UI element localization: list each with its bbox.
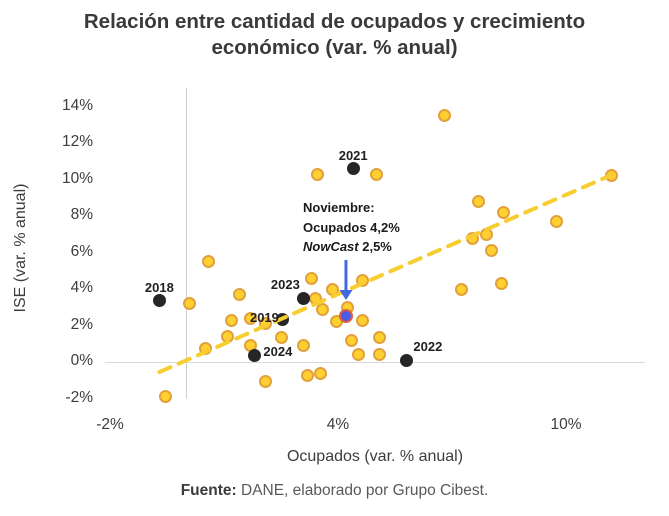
year-point-2021	[346, 162, 360, 176]
data-point	[304, 271, 318, 285]
data-point	[373, 330, 387, 344]
year-label-2019: 2019	[249, 310, 279, 326]
zero-x-gridline	[185, 88, 187, 399]
annotation-line-3: NowCast 2,5%	[303, 239, 392, 254]
y-tick-label: 6%	[70, 242, 93, 260]
data-point	[297, 339, 311, 353]
data-point	[437, 109, 451, 123]
year-label-2024: 2024	[263, 343, 293, 359]
data-point	[221, 329, 235, 343]
data-point	[352, 348, 366, 362]
data-point	[356, 274, 370, 288]
data-point	[466, 232, 480, 246]
chart-title: Relación entre cantidad de ocupados y cr…	[83, 10, 586, 59]
y-tick-label: 0%	[70, 352, 93, 369]
zero-y-axis-line	[105, 361, 645, 363]
data-point	[259, 374, 273, 388]
data-point	[314, 367, 328, 381]
annotation-line-1: Noviembre:	[303, 200, 375, 215]
y-tick-label: 12%	[61, 133, 93, 150]
data-point	[369, 167, 383, 181]
y-tick-label: 14%	[61, 96, 93, 114]
data-point	[158, 390, 172, 404]
year-label-2023: 2023	[270, 277, 300, 293]
year-point-2022	[399, 353, 413, 367]
year-label-2022: 2022	[413, 339, 443, 355]
data-point	[550, 214, 563, 228]
annotation-line-2: Ocupados 4,2%	[303, 219, 400, 235]
data-point	[496, 205, 510, 219]
nowcast-annotation: Noviembre: Ocupados 4,2% NowCast 2,5%	[303, 198, 433, 257]
data-point	[301, 369, 315, 383]
y-tick-label: 2%	[70, 315, 93, 333]
year-label-2021: 2021	[338, 147, 368, 163]
x-tick-label: 4%	[326, 416, 350, 433]
data-point	[494, 277, 508, 291]
nowcast-point	[338, 309, 353, 324]
data-point	[605, 169, 619, 183]
data-point	[202, 255, 216, 269]
data-point	[198, 341, 212, 355]
data-point	[310, 168, 324, 182]
source-text: DANE, elaborado por Grupo Cibest.	[236, 482, 489, 499]
year-point-2023	[297, 291, 311, 305]
year-point-2018	[152, 294, 166, 308]
data-point	[356, 313, 370, 327]
data-point	[344, 333, 358, 347]
data-point	[183, 297, 197, 311]
y-tick-label: -2%	[65, 388, 93, 406]
data-point	[325, 283, 339, 297]
y-tick-label: 10%	[61, 169, 93, 187]
data-point	[274, 330, 288, 344]
x-axis-title: Ocupados (var. % anual)	[286, 448, 464, 465]
y-tick-label: 8%	[70, 206, 93, 223]
y-axis-title: ISE (var. % anual)	[12, 183, 29, 313]
source-label: Fuente:	[180, 482, 237, 499]
year-point-2024	[247, 349, 261, 363]
x-tick-label: -2%	[96, 416, 124, 433]
data-point	[485, 244, 499, 258]
x-tick-label: 10%	[550, 416, 582, 433]
y-tick-label: 4%	[70, 279, 93, 296]
year-label-2018: 2018	[144, 279, 174, 295]
data-point	[373, 348, 387, 362]
annotation-arrow-head	[339, 289, 353, 300]
data-point	[455, 282, 468, 296]
plot-area: Noviembre: Ocupados 4,2% NowCast 2,5% 14…	[62, 86, 645, 433]
data-point	[316, 302, 330, 316]
data-point	[479, 227, 493, 241]
data-point	[472, 194, 486, 208]
source-note: Fuente: DANE, elaborado por Grupo Cibest…	[0, 482, 669, 500]
